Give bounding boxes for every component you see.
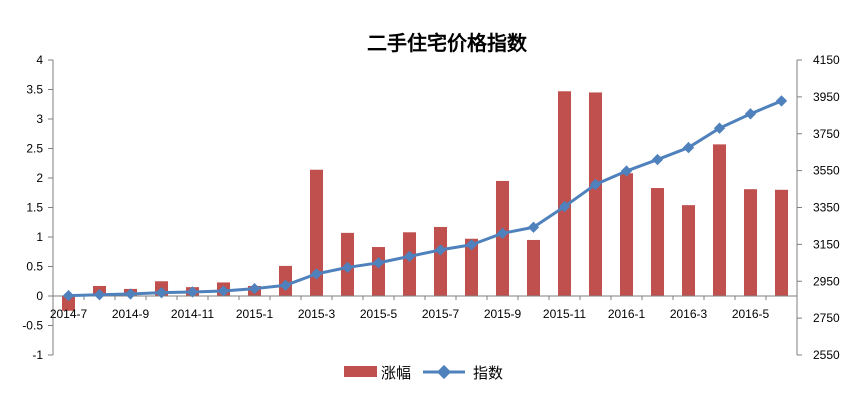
right-tick-label: 3150	[813, 237, 840, 251]
index-point	[744, 108, 757, 120]
index-point	[589, 178, 602, 191]
left-tick-label: 4	[36, 53, 43, 67]
x-tick-label: 2014-9	[112, 307, 150, 321]
tick-labels: 4 3.5 3 2.5 2 1.5 1 0.5 0 -0.5 -1 4150 3950 3750 3550 3…	[22, 53, 840, 362]
right-tick-label: 3950	[813, 90, 840, 104]
index-point	[775, 95, 788, 107]
right-tick-label: 2550	[813, 348, 840, 362]
bar	[712, 144, 727, 296]
right-tick-label: 3550	[813, 164, 840, 178]
index-point	[434, 244, 447, 256]
index-point	[155, 287, 168, 299]
x-tick-label: 2015-11	[543, 307, 586, 321]
left-tick-label: 3.5	[26, 83, 43, 97]
bar	[650, 188, 665, 296]
index-point	[186, 286, 199, 298]
x-tick-label: 2014-11	[171, 307, 214, 321]
bar-series	[61, 91, 789, 311]
right-tick-label: 3750	[813, 127, 840, 141]
right-tick-label: 3350	[813, 201, 840, 215]
x-tick-label: 2016-3	[670, 307, 708, 321]
left-tick-label: -0.5	[22, 319, 43, 333]
x-tick-label: 2014-7	[50, 307, 88, 321]
left-tick-label: 1	[36, 230, 43, 244]
bar	[681, 205, 696, 296]
x-tick-label: 2015-7	[422, 307, 460, 321]
index-point	[651, 153, 664, 166]
left-tick-label: 0.5	[26, 260, 43, 274]
legend-line-label: 指数	[473, 364, 503, 382]
index-point	[527, 221, 540, 233]
index-point	[465, 239, 478, 251]
bar	[588, 92, 603, 296]
bar	[464, 238, 479, 296]
bar	[774, 189, 789, 296]
x-tick-label: 2016-1	[608, 307, 646, 321]
x-tick-label: 2015-1	[236, 307, 274, 321]
x-tick-label: 2015-3	[298, 307, 336, 321]
legend-bar-label: 涨幅	[381, 364, 411, 382]
bar	[371, 247, 386, 296]
index-point	[341, 261, 354, 274]
legend-bar-swatch	[344, 366, 377, 377]
right-tick-label: 2750	[813, 311, 840, 325]
x-tick-label: 2016-5	[732, 307, 770, 321]
legend: 涨幅 指数	[344, 364, 503, 382]
index-point	[496, 227, 509, 239]
index-point	[620, 165, 633, 177]
bar	[743, 189, 758, 296]
left-tick-label: 1.5	[26, 201, 43, 215]
bar	[61, 296, 76, 311]
index-point	[248, 282, 261, 295]
bar	[526, 239, 541, 296]
index-point	[279, 279, 292, 291]
line-series	[62, 95, 788, 302]
bar	[402, 232, 417, 296]
left-tick-label: 3	[36, 112, 43, 126]
left-tick-label: -1	[32, 348, 43, 362]
index-point	[403, 250, 416, 263]
right-tick-label: 2950	[813, 274, 840, 288]
bar	[557, 91, 572, 297]
legend-line-marker	[436, 364, 452, 380]
bar	[309, 169, 324, 296]
index-point	[682, 141, 695, 154]
index-point	[310, 268, 323, 280]
left-tick-label: 2	[36, 171, 43, 185]
bar	[619, 173, 634, 296]
right-tick-label: 4150	[813, 53, 840, 67]
index-point	[217, 285, 230, 297]
left-tick-label: 0	[36, 289, 43, 303]
bar	[433, 226, 448, 296]
x-tick-label: 2015-9	[484, 307, 522, 321]
index-point	[558, 200, 571, 213]
left-tick-label: 2.5	[26, 142, 43, 156]
chart-title: 二手住宅价格指数	[367, 31, 528, 55]
x-tick-label: 2015-5	[360, 307, 398, 321]
index-line	[68, 99, 783, 298]
index-point	[372, 257, 385, 269]
